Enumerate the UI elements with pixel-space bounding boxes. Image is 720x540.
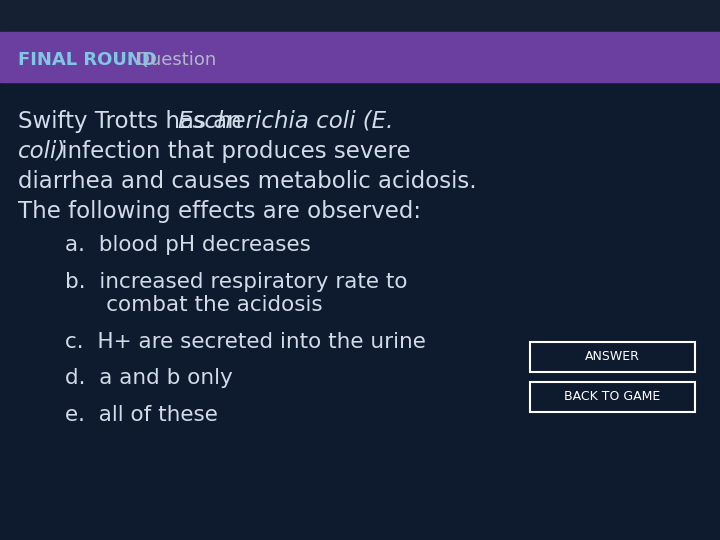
FancyBboxPatch shape	[530, 382, 695, 412]
Text: c.  H+ are secreted into the urine: c. H+ are secreted into the urine	[65, 332, 426, 352]
Text: ANSWER: ANSWER	[585, 350, 640, 363]
Text: infection that produces severe: infection that produces severe	[55, 140, 411, 163]
Text: d.  a and b only: d. a and b only	[65, 368, 233, 388]
FancyBboxPatch shape	[530, 342, 695, 372]
Bar	[0, 32, 720, 82]
Text: The following effects are observed:: The following effects are observed:	[18, 200, 421, 223]
Text: Escherichia coli (E.: Escherichia coli (E.	[178, 110, 393, 133]
Text: Swifty Trotts has an: Swifty Trotts has an	[18, 110, 249, 133]
Text: BACK TO GAME: BACK TO GAME	[564, 390, 661, 403]
Text: a.  blood pH decreases: a. blood pH decreases	[65, 235, 311, 255]
Text: diarrhea and causes metabolic acidosis.: diarrhea and causes metabolic acidosis.	[18, 170, 477, 193]
Text: b.  increased respiratory rate to: b. increased respiratory rate to	[65, 272, 408, 292]
Text: Question: Question	[130, 51, 216, 69]
Text: FINAL ROUND: FINAL ROUND	[18, 51, 157, 69]
Text: combat the acidosis: combat the acidosis	[65, 295, 323, 315]
Text: e.  all of these: e. all of these	[65, 405, 218, 425]
Text: coli): coli)	[18, 140, 66, 163]
Bar	[0, 0, 720, 35]
